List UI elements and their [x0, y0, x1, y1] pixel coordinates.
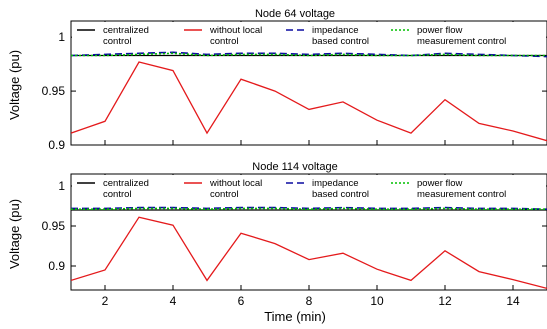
- y-tick-label: 0.9: [48, 259, 65, 273]
- legend-label: centralized: [103, 25, 149, 36]
- legend-label: without local: [209, 178, 262, 189]
- y-tick-label: 0.95: [42, 84, 66, 98]
- legend-label: centralized: [103, 178, 149, 189]
- chart-title: Node 64 voltage: [255, 8, 335, 20]
- legend-label: measurement control: [417, 189, 506, 200]
- y-axis-label: Voltage (pu): [7, 50, 22, 120]
- legend-label: control: [103, 36, 132, 47]
- y-tick-label: 1: [58, 179, 65, 193]
- x-tick-label: 10: [370, 294, 384, 308]
- legend-label: measurement control: [417, 36, 506, 47]
- series-line-without-local-control: [71, 62, 547, 141]
- y-tick-label: 0.9: [48, 138, 65, 152]
- y-tick-label: 0.95: [42, 219, 66, 233]
- x-tick-label: 2: [102, 294, 109, 308]
- x-tick-label: 8: [306, 294, 313, 308]
- legend-label: power flow: [417, 25, 463, 36]
- chart-title: Node 114 voltage: [252, 161, 337, 173]
- y-tick-label: 1: [58, 30, 65, 44]
- y-axis-label: Voltage (pu): [7, 199, 22, 269]
- x-axis-label: Time (min): [264, 309, 326, 324]
- x-tick-label: 4: [170, 294, 177, 308]
- legend-label: control: [103, 189, 132, 200]
- series-line-power-flow-measurement-control: [71, 208, 547, 209]
- x-tick-label: 6: [238, 294, 245, 308]
- legend-label: impedance: [312, 178, 358, 189]
- legend-label: impedance: [312, 25, 358, 36]
- legend-label: based control: [312, 189, 369, 200]
- x-tick-label: 14: [506, 294, 520, 308]
- legend-label: power flow: [417, 178, 463, 189]
- panel-1: Node 64 voltage Voltage (pu) 0.9 0.95 1 centr…: [7, 8, 547, 152]
- series-line-without-local-control: [71, 217, 547, 288]
- legend-label: control: [210, 189, 239, 200]
- legend-label: based control: [312, 36, 369, 47]
- legend-label: control: [210, 36, 239, 47]
- x-tick-label: 12: [438, 294, 452, 308]
- legend-label: without local: [209, 25, 262, 36]
